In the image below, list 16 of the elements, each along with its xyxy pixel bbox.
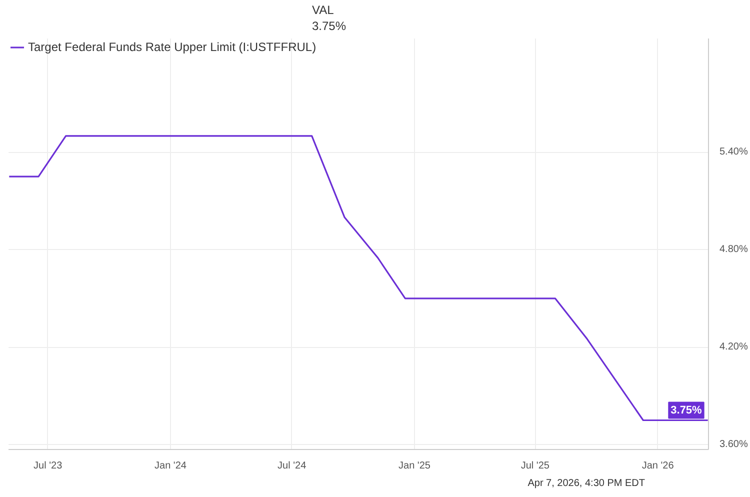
text: VAL: [312, 2, 334, 19]
y-tick-label: 3.60%: [720, 439, 748, 450]
y-tick-label: 5.40%: [720, 146, 748, 158]
annotation: 3.75%: [670, 404, 702, 416]
x-tick-label: Jan '25: [398, 460, 431, 472]
y-tick-label: 4.20%: [720, 342, 748, 353]
text: Apr 7, 2026, 4:30 PM EDT: [526, 477, 646, 491]
x-tick-label: Jan '24: [154, 460, 187, 472]
x-tick-label: Jul '24: [278, 460, 307, 472]
text: 3.75%: [312, 18, 346, 35]
y-tick-label: 4.80%: [720, 244, 748, 256]
legend-label: Target Federal Funds Rate Upper Limit (I:USTFFRUL): [28, 40, 316, 54]
x-tick-label: Jul '25: [520, 460, 550, 472]
line-series: [8, 135, 708, 422]
x-tick-label: Jan '26: [642, 460, 674, 472]
x-tick-label: Jul '23: [34, 460, 63, 472]
